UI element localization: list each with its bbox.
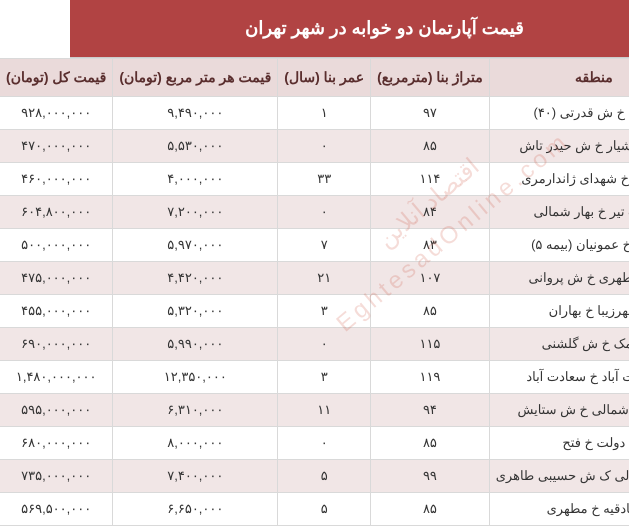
cell-region: شهرزیبا خ بهاران xyxy=(419,295,628,328)
cell-total: ۵۶۹,۵۰۰,۰۰۰ xyxy=(0,493,43,526)
table-row: شهرزیبا خ بهاران۸۵۳۵,۳۲۰,۰۰۰۴۵۵,۰۰۰,۰۰۰ xyxy=(0,295,629,328)
cell-area: ۱۱۹ xyxy=(301,361,420,394)
cell-region: بیمه خ عمونیان (بیمه ۵) xyxy=(419,229,628,262)
col-header-age: عمر بنا (سال) xyxy=(208,59,301,97)
cell-age: ۰ xyxy=(208,427,301,460)
cell-age: ۰ xyxy=(208,328,301,361)
cell-total: ۴۵۵,۰۰۰,۰۰۰ xyxy=(0,295,43,328)
cell-area: ۹۷ xyxy=(301,97,420,130)
table-row: صادقیه خ مطهری۸۵۵۶,۶۵۰,۰۰۰۵۶۹,۵۰۰,۰۰۰ xyxy=(0,493,629,526)
cell-area: ۱۱۵ xyxy=(301,328,420,361)
cell-region: انقلاب خ شهدای ژاندارمری xyxy=(419,163,628,196)
cell-region: سعادت آباد خ سعادت آباد xyxy=(419,361,628,394)
cell-region: مجیدیه شمالی ک ش حسیبی طاهری xyxy=(419,460,628,493)
cell-region: دکترهوشیار خ ش حیدر تاش xyxy=(419,130,628,163)
col-header-ppsm: قیمت هر متر مربع (تومان) xyxy=(43,59,208,97)
cell-area: ۸۵ xyxy=(301,427,420,460)
cell-area: ۸۵ xyxy=(301,493,420,526)
cell-ppsm: ۵,۹۷۰,۰۰۰ xyxy=(43,229,208,262)
col-header-area: متراژ بنا (مترمربع) xyxy=(301,59,420,97)
table-row: گیشا خ ش قدرتی (۴۰)۹۷۱۹,۴۹۰,۰۰۰۹۲۸,۰۰۰,۰… xyxy=(0,97,629,130)
header-row: منطقه متراژ بنا (مترمربع) عمر بنا (سال) … xyxy=(0,59,629,97)
cell-total: ۵۹۵,۰۰۰,۰۰۰ xyxy=(0,394,43,427)
cell-total: ۹۲۸,۰۰۰,۰۰۰ xyxy=(0,97,43,130)
cell-age: ۱ xyxy=(208,97,301,130)
table-row: دولت خ فتح۸۵۰۸,۰۰۰,۰۰۰۶۸۰,۰۰۰,۰۰۰ xyxy=(0,427,629,460)
cell-area: ۸۵ xyxy=(301,130,420,163)
cell-area: ۱۱۴ xyxy=(301,163,420,196)
cell-ppsm: ۷,۲۰۰,۰۰۰ xyxy=(43,196,208,229)
cell-total: ۷۳۵,۰۰۰,۰۰۰ xyxy=(0,460,43,493)
cell-age: ۵ xyxy=(208,460,301,493)
cell-region: هفت تیر خ بهار شمالی xyxy=(419,196,628,229)
cell-area: ۸۵ xyxy=(301,295,420,328)
col-header-region: منطقه xyxy=(419,59,628,97)
cell-area: ۹۴ xyxy=(301,394,420,427)
cell-ppsm: ۷,۴۰۰,۰۰۰ xyxy=(43,460,208,493)
cell-ppsm: ۱۲,۳۵۰,۰۰۰ xyxy=(43,361,208,394)
table-row: انقلاب خ شهدای ژاندارمری۱۱۴۳۳۴,۰۰۰,۰۰۰۴۶… xyxy=(0,163,629,196)
cell-ppsm: ۶,۳۱۰,۰۰۰ xyxy=(43,394,208,427)
cell-ppsm: ۶,۶۵۰,۰۰۰ xyxy=(43,493,208,526)
cell-total: ۵۰۰,۰۰۰,۰۰۰ xyxy=(0,229,43,262)
cell-total: ۱,۴۸۰,۰۰۰,۰۰۰ xyxy=(0,361,43,394)
cell-ppsm: ۸,۰۰۰,۰۰۰ xyxy=(43,427,208,460)
cell-region: صادقیه خ مطهری xyxy=(419,493,628,526)
cell-age: ۰ xyxy=(208,196,301,229)
table-row: دکترهوشیار خ ش حیدر تاش۸۵۰۵,۵۳۰,۰۰۰۴۷۰,۰… xyxy=(0,130,629,163)
table-container: { "title": "قیمت آپارتمان دو خوابه در شه… xyxy=(0,0,629,526)
cell-age: ۷ xyxy=(208,229,301,262)
cell-ppsm: ۹,۴۹۰,۰۰۰ xyxy=(43,97,208,130)
col-header-total: قیمت کل (تومان) xyxy=(0,59,43,97)
cell-region: ش مطهری خ ش پروانی xyxy=(419,262,628,295)
cell-age: ۳۳ xyxy=(208,163,301,196)
cell-region: دولت خ فتح xyxy=(419,427,628,460)
table-row: بیمه خ عمونیان (بیمه ۵)۸۳۷۵,۹۷۰,۰۰۰۵۰۰,۰… xyxy=(0,229,629,262)
table-row: نارمک خ ش گلشنی۱۱۵۰۵,۹۹۰,۰۰۰۶۹۰,۰۰۰,۰۰۰ xyxy=(0,328,629,361)
cell-area: ۹۹ xyxy=(301,460,420,493)
cell-area: ۸۳ xyxy=(301,229,420,262)
cell-total: ۶۰۴,۸۰۰,۰۰۰ xyxy=(0,196,43,229)
cell-ppsm: ۵,۹۹۰,۰۰۰ xyxy=(43,328,208,361)
table-title: قیمت آپارتمان دو خوابه در شهر تهران xyxy=(0,0,629,58)
cell-age: ۲۱ xyxy=(208,262,301,295)
cell-age: ۱۱ xyxy=(208,394,301,427)
cell-age: ۳ xyxy=(208,295,301,328)
cell-total: ۶۸۰,۰۰۰,۰۰۰ xyxy=(0,427,43,460)
price-table: منطقه متراژ بنا (مترمربع) عمر بنا (سال) … xyxy=(0,58,629,526)
cell-ppsm: ۵,۳۲۰,۰۰۰ xyxy=(43,295,208,328)
cell-ppsm: ۵,۵۳۰,۰۰۰ xyxy=(43,130,208,163)
cell-area: ۱۰۷ xyxy=(301,262,420,295)
table-row: مجیدیه شمالی ک ش حسیبی طاهری۹۹۵۷,۴۰۰,۰۰۰… xyxy=(0,460,629,493)
cell-total: ۴۷۰,۰۰۰,۰۰۰ xyxy=(0,130,43,163)
table-row: ش مطهری خ ش پروانی۱۰۷۲۱۴,۴۲۰,۰۰۰۴۷۵,۰۰۰,… xyxy=(0,262,629,295)
cell-region: گیشا خ ش قدرتی (۴۰) xyxy=(419,97,628,130)
cell-area: ۸۴ xyxy=(301,196,420,229)
cell-region: صادقیه شمالی خ ش ستایش xyxy=(419,394,628,427)
table-row: سعادت آباد خ سعادت آباد۱۱۹۳۱۲,۳۵۰,۰۰۰۱,۴… xyxy=(0,361,629,394)
cell-ppsm: ۴,۰۰۰,۰۰۰ xyxy=(43,163,208,196)
cell-total: ۶۹۰,۰۰۰,۰۰۰ xyxy=(0,328,43,361)
cell-age: ۳ xyxy=(208,361,301,394)
cell-region: نارمک خ ش گلشنی xyxy=(419,328,628,361)
cell-total: ۴۷۵,۰۰۰,۰۰۰ xyxy=(0,262,43,295)
cell-age: ۵ xyxy=(208,493,301,526)
cell-age: ۰ xyxy=(208,130,301,163)
table-row: هفت تیر خ بهار شمالی۸۴۰۷,۲۰۰,۰۰۰۶۰۴,۸۰۰,… xyxy=(0,196,629,229)
table-row: صادقیه شمالی خ ش ستایش۹۴۱۱۶,۳۱۰,۰۰۰۵۹۵,۰… xyxy=(0,394,629,427)
cell-total: ۴۶۰,۰۰۰,۰۰۰ xyxy=(0,163,43,196)
cell-ppsm: ۴,۴۲۰,۰۰۰ xyxy=(43,262,208,295)
